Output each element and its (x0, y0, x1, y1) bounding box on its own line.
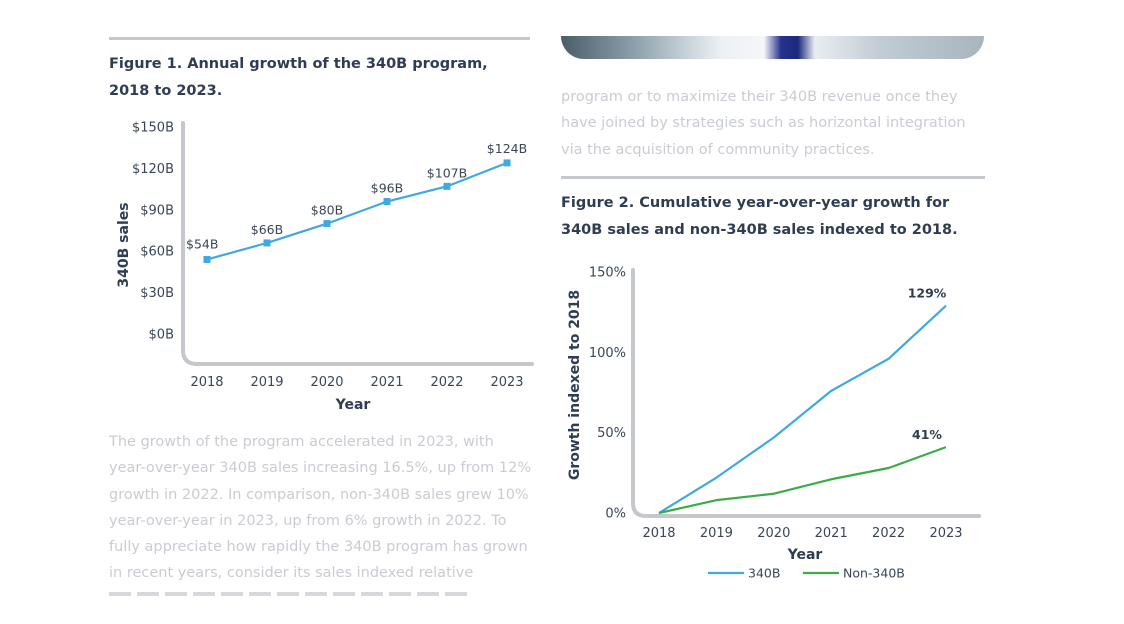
figure-1-chart: $0B $30B $60B $90B $120B $150B 2018 2019 2020 202… (116, 121, 534, 413)
data-label: $124B (487, 141, 527, 156)
end-label-340b: 129% (908, 286, 947, 301)
y-tick-label: 100% (589, 346, 626, 361)
data-label: $66B (251, 222, 283, 237)
series-line-340b (206, 161, 508, 261)
series-line-340b (658, 304, 947, 514)
figure-1-title: Figure 1. Annual growth of the 340B prog… (109, 56, 488, 99)
figure-2-title: Figure 2. Cumulative year-over-year grow… (561, 195, 958, 238)
data-label: $107B (427, 165, 467, 180)
x-tick-label: 2023 (929, 526, 962, 541)
left-top-rule (109, 37, 530, 40)
x-axis-title: Year (335, 397, 371, 413)
x-tick-label: 2022 (430, 375, 463, 390)
right-paragraph: program or to maximize their 340B revenu… (561, 89, 966, 158)
figure-2-axis (631, 268, 981, 518)
data-label: $80B (311, 203, 343, 218)
x-tick-label: 2023 (490, 375, 523, 390)
right-rule (561, 176, 985, 179)
data-label: $54B (186, 236, 218, 251)
header-photo (561, 36, 984, 59)
left-paragraph: The growth of the program accelerated in… (109, 434, 532, 582)
x-axis-title: Year (787, 547, 823, 563)
y-axis-title: 340B sales (116, 202, 132, 287)
figure-2-chart: 0% 50% 100% 150% 2018 2019 2020 2021 2022 2023 Yea… (567, 266, 981, 581)
x-tick-label: 2019 (250, 375, 283, 390)
x-tick-label: 2021 (815, 526, 848, 541)
x-tick-label: 2019 (700, 526, 733, 541)
x-tick-label: 2018 (190, 375, 223, 390)
legend-label-non-340b: Non-340B (843, 566, 905, 581)
y-tick-label: $150B (132, 121, 174, 136)
series-line-non-340b (658, 446, 947, 515)
figure-1-axis (181, 121, 534, 366)
y-tick-label: $90B (140, 203, 174, 218)
y-tick-label: $120B (132, 162, 174, 177)
data-point-marker (323, 220, 331, 228)
x-tick-label: 2022 (872, 526, 905, 541)
y-axis-title: Growth indexed to 2018 (567, 290, 583, 480)
data-point-marker (263, 239, 271, 247)
y-tick-label: $60B (140, 245, 174, 260)
end-label-non-340b: 41% (912, 427, 942, 442)
y-tick-label: $30B (140, 286, 174, 301)
data-point-marker (503, 159, 511, 167)
x-tick-label: 2020 (310, 375, 343, 390)
data-point-marker (443, 182, 451, 190)
data-point-marker (383, 198, 391, 206)
left-paragraph-cut-line (109, 592, 469, 596)
data-point-marker (203, 255, 211, 263)
y-tick-label: $0B (149, 328, 174, 343)
x-tick-label: 2018 (642, 526, 675, 541)
x-tick-label: 2020 (757, 526, 790, 541)
legend-label-340b: 340B (748, 566, 780, 581)
y-tick-label: 0% (605, 507, 626, 522)
x-tick-label: 2021 (370, 375, 403, 390)
y-tick-label: 150% (589, 266, 626, 281)
data-label: $96B (371, 181, 403, 196)
y-tick-label: 50% (597, 426, 626, 441)
